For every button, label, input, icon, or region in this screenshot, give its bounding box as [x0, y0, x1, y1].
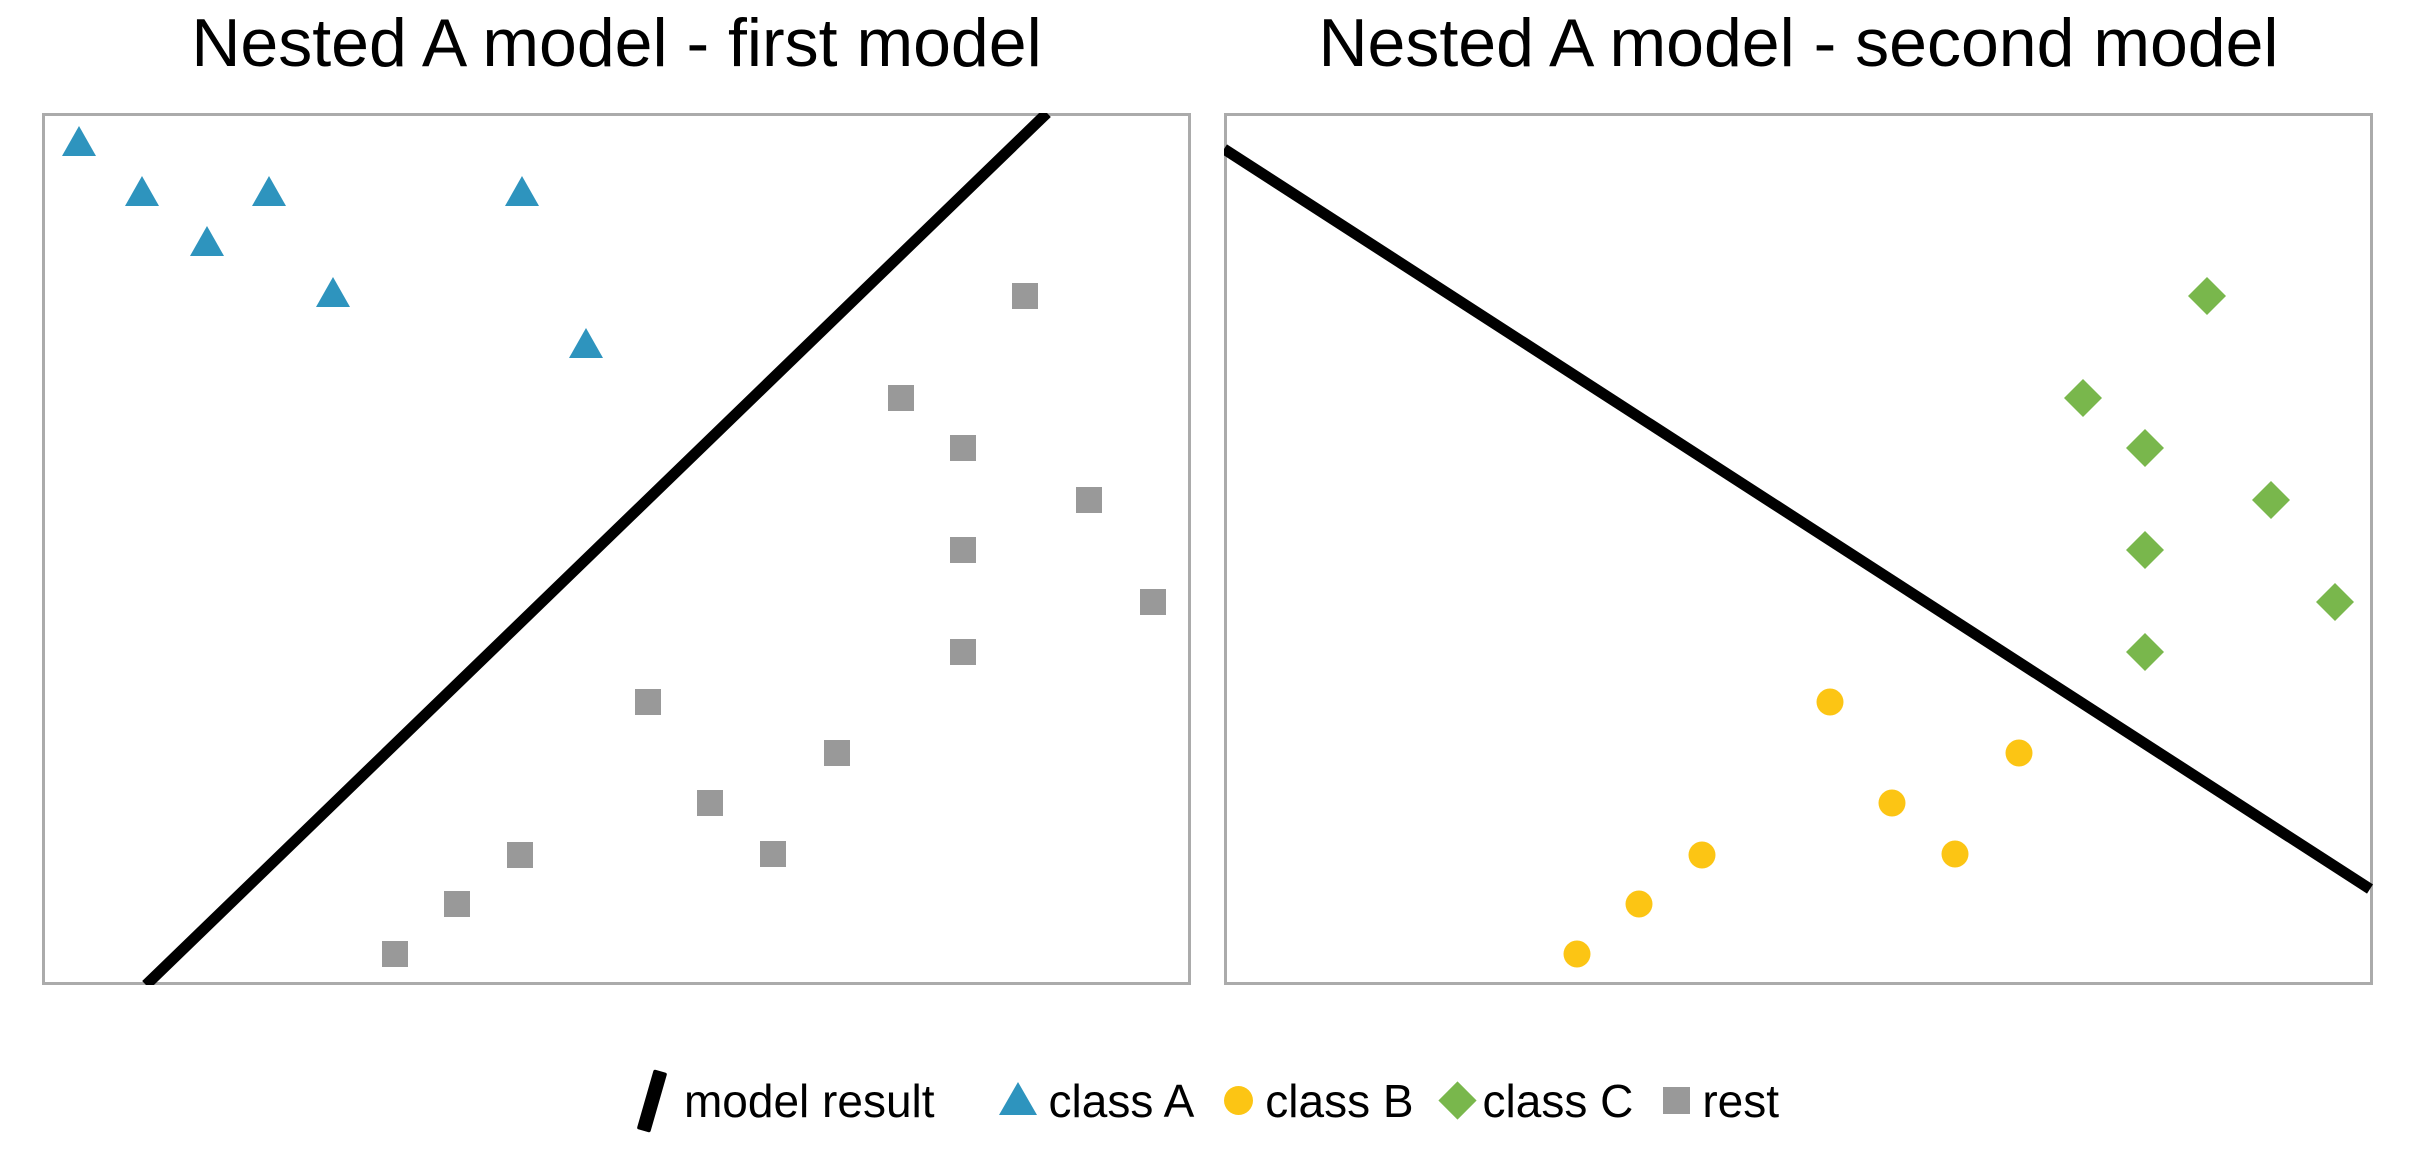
legend: model result class A class B class C res… [0, 1048, 2411, 1153]
legend-item-rest: rest [1663, 1074, 1779, 1128]
model-result-line-stroke [636, 1068, 668, 1133]
legend-label-class-a: class A [1048, 1074, 1195, 1127]
legend-item-model-result: model result [632, 1068, 935, 1133]
class-a-triangle-icon [998, 1082, 1037, 1115]
legend-label-model-result: model result [683, 1074, 935, 1127]
plot-title-second: Nested A model - second model [1318, 5, 2279, 81]
legend-label-class-c: class C [1482, 1074, 1634, 1127]
rest-square-icon [1663, 1087, 1691, 1114]
plot-svg-first [42, 113, 1191, 985]
model-result-line-icon [632, 1068, 672, 1133]
legend-label-rest: rest [1702, 1074, 1780, 1127]
plot-svg-second [1224, 113, 2373, 985]
class-c-diamond-icon [1437, 1081, 1477, 1120]
legend-item-class-c: class C [1437, 1074, 1634, 1128]
legend-item-class-b: class B [1224, 1074, 1414, 1128]
legend-label-class-b: class B [1265, 1074, 1414, 1127]
class-b-circle-icon [1224, 1086, 1254, 1115]
legend-item-class-a: class A [998, 1074, 1195, 1128]
plot-title-first: Nested A model - first model [191, 5, 1042, 81]
